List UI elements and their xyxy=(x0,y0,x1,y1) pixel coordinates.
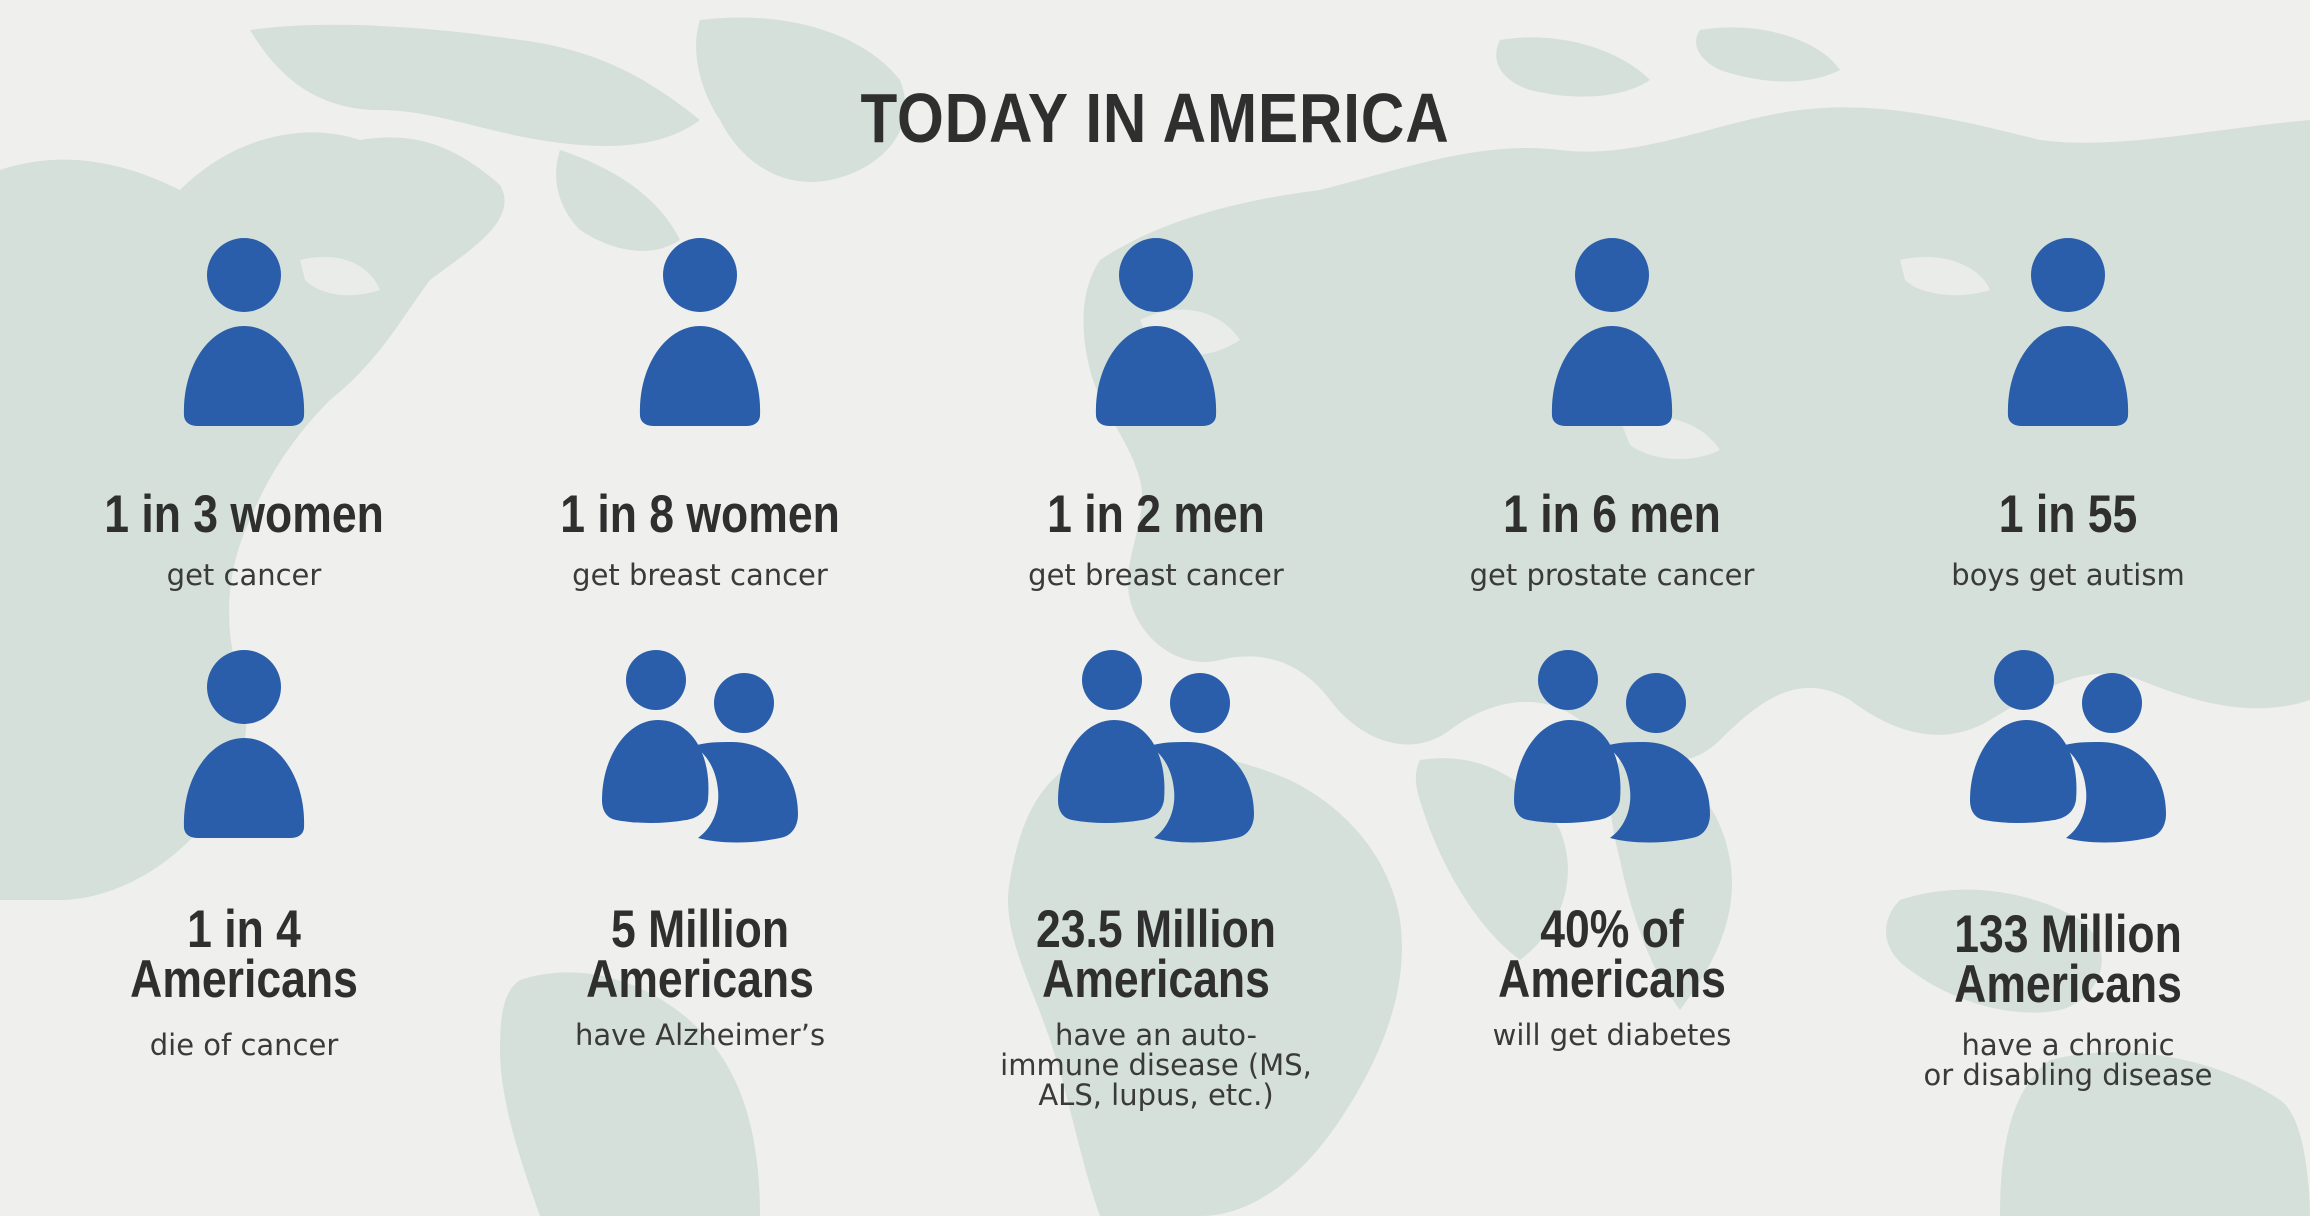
stat-headline: 1 in 55 xyxy=(1998,485,2138,544)
people-icon xyxy=(946,650,1366,850)
stat-headline: 1 in 4 Americans xyxy=(130,900,358,1009)
stat-headline: 1 in 6 men xyxy=(1503,485,1721,544)
people-icon xyxy=(1858,650,2278,850)
stat-description: die of cancer xyxy=(149,1028,339,1062)
stat-headline: 1 in 3 women xyxy=(104,485,384,544)
stat-headline: 40% of Americans xyxy=(1498,900,1726,1009)
stat-description: get breast cancer xyxy=(572,558,828,592)
person-icon xyxy=(1402,238,1822,438)
stat-headline: 1 in 2 men xyxy=(1047,485,1265,544)
person-icon xyxy=(34,650,454,850)
stat-headline: 5 Million Americans xyxy=(586,900,814,1009)
stat-description: boys get autism xyxy=(1951,558,2185,592)
people-icon xyxy=(490,650,910,850)
person-icon xyxy=(34,238,454,438)
stat-description: have a chronic or disabling disease xyxy=(1923,1028,2213,1092)
stat-description: have an auto- immune disease (MS, ALS, l… xyxy=(1000,1018,1312,1112)
stat-headline: 23.5 Million Americans xyxy=(1036,900,1276,1009)
stat-description: get prostate cancer xyxy=(1469,558,1755,592)
person-icon xyxy=(1858,238,2278,438)
stat-headline: 133 Million Americans xyxy=(1954,905,2182,1014)
person-icon xyxy=(490,238,910,438)
stat-description: get breast cancer xyxy=(1028,558,1284,592)
person-icon xyxy=(946,238,1366,438)
stat-description: have Alzheimer’s xyxy=(574,1018,826,1052)
stat-description: get cancer xyxy=(166,558,322,592)
stat-headline: 1 in 8 women xyxy=(560,485,840,544)
page-title: TODAY IN AMERICA xyxy=(860,79,1450,157)
stat-description: will get diabetes xyxy=(1492,1018,1732,1052)
people-icon xyxy=(1402,650,1822,850)
